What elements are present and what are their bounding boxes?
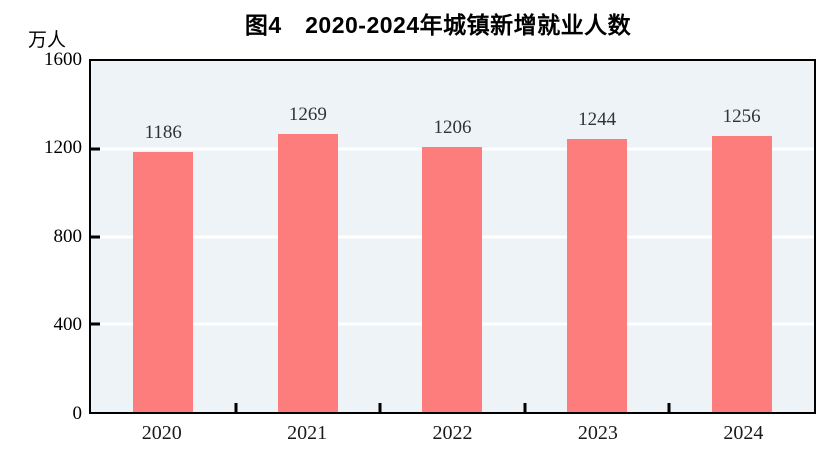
bar-slot-2024: 1256: [669, 61, 814, 412]
y-axis-tick-label: 1600: [44, 49, 82, 70]
bar-slot-2022: 1206: [380, 61, 525, 412]
x-axis-tick-mark: [234, 403, 238, 412]
y-axis-tick-label: 0: [72, 403, 83, 424]
bar-value-label: 1269: [288, 104, 327, 125]
plot-area: 1186 1269 1206 1244: [89, 59, 816, 414]
x-axis-label: 2021: [287, 422, 328, 444]
y-axis-tick-mark: [91, 147, 100, 151]
x-axis-tick-mark: [667, 403, 671, 412]
bar-slot-2023: 1244: [525, 61, 670, 412]
bar-2020: [133, 152, 194, 412]
x-axis: 2020 2021 2022 2023 2024: [89, 421, 816, 445]
y-axis-unit-label: 万人: [28, 30, 67, 51]
bar-value-label: 1244: [578, 109, 617, 130]
bar-value-label: 1256: [722, 106, 761, 127]
bar-2024: [711, 136, 772, 412]
bar-slot-2021: 1269: [236, 61, 381, 412]
chart-title: 图4 2020-2024年城镇新增就业人数: [244, 12, 632, 38]
x-axis-label: 2024: [723, 422, 764, 444]
bar-2022: [422, 147, 483, 412]
y-axis-tick-mark: [91, 322, 100, 326]
y-axis-tick-label: 800: [53, 226, 83, 247]
y-axis-tick-label: 400: [53, 314, 83, 335]
x-axis-tick-mark: [523, 403, 527, 412]
bar-2021: [277, 134, 338, 412]
bars-container: 1186 1269 1206 1244: [91, 61, 814, 412]
bar-value-label: 1206: [433, 117, 472, 138]
bar-2023: [567, 139, 628, 412]
x-axis-label: 2023: [577, 422, 618, 444]
bar-value-label: 1186: [144, 122, 182, 143]
y-axis: 1600 1200 800 400 0: [0, 0, 82, 461]
y-axis-tick-mark: [91, 235, 100, 238]
x-axis-label: 2020: [141, 422, 182, 444]
x-axis-label: 2022: [432, 422, 473, 444]
x-axis-tick-mark: [378, 403, 382, 412]
y-axis-tick-label: 1200: [44, 137, 82, 158]
bar-slot-2020: 1186: [91, 61, 236, 412]
